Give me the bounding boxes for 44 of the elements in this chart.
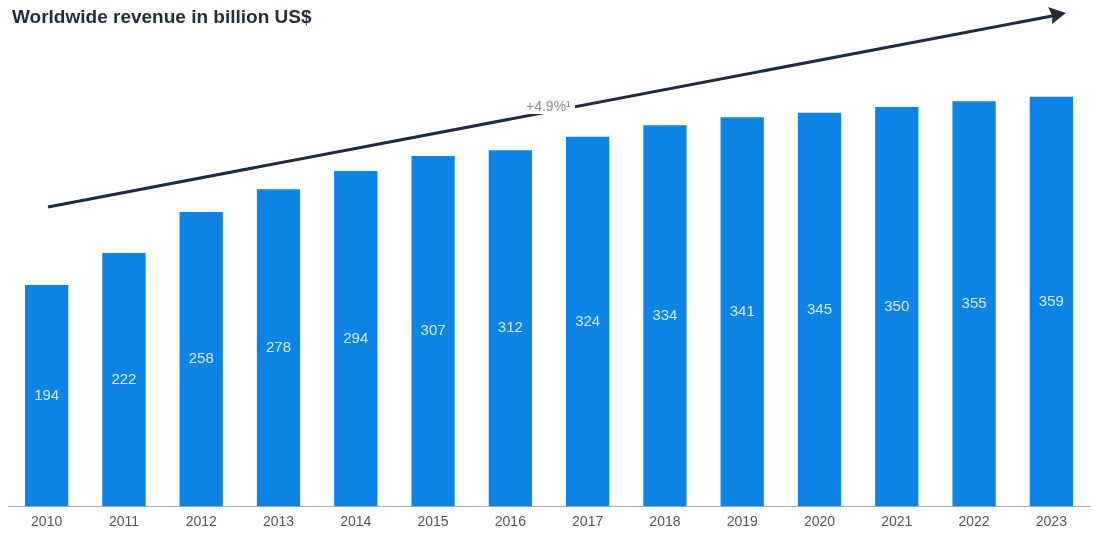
bar [25, 284, 69, 507]
bar [875, 107, 919, 507]
bar [488, 150, 532, 507]
bar [643, 125, 687, 507]
data-label: 334 [652, 305, 678, 323]
data-label: 294 [343, 328, 369, 346]
data-label: 355 [961, 293, 987, 311]
bar [411, 156, 455, 507]
bar [1029, 96, 1073, 507]
x-tick-label: 2020 [803, 513, 836, 530]
x-tick-label: 2016 [494, 513, 527, 530]
x-tick-label: 2022 [958, 513, 990, 530]
x-tick-label: 2015 [417, 513, 449, 530]
data-label: 222 [111, 369, 137, 387]
bar [102, 253, 146, 507]
data-label: 359 [1038, 291, 1064, 309]
bar [797, 112, 842, 507]
bar [256, 189, 301, 507]
x-tick-label: 2010 [31, 513, 63, 530]
x-tick-label: 2021 [881, 513, 913, 530]
data-label: 341 [729, 301, 755, 319]
data-label: 258 [188, 349, 214, 367]
data-label: 345 [806, 299, 833, 317]
x-tick-label: 2023 [1035, 513, 1068, 530]
x-tick-label: 2013 [262, 513, 295, 530]
x-tick-label: 2012 [185, 513, 217, 530]
data-label: 307 [420, 321, 446, 339]
annotation: +4.9%¹ [522, 98, 575, 114]
bar [952, 101, 996, 507]
data-label: 278 [265, 337, 292, 355]
data-label: 312 [497, 318, 523, 336]
data-label: 194 [34, 385, 60, 403]
bar [566, 136, 610, 507]
x-tick-label: 2019 [726, 513, 758, 530]
x-tick-label: 2018 [649, 513, 681, 530]
data-label: 350 [884, 296, 910, 314]
x-tick-label: 2011 [108, 513, 140, 530]
data-label: 324 [575, 311, 601, 329]
x-tick-label: 2017 [572, 513, 604, 530]
chart-title: Worldwide revenue in billion US$ [12, 6, 312, 28]
bar [334, 170, 378, 507]
bar [720, 117, 764, 507]
x-tick-label: 2014 [340, 513, 372, 530]
bar [179, 211, 223, 507]
